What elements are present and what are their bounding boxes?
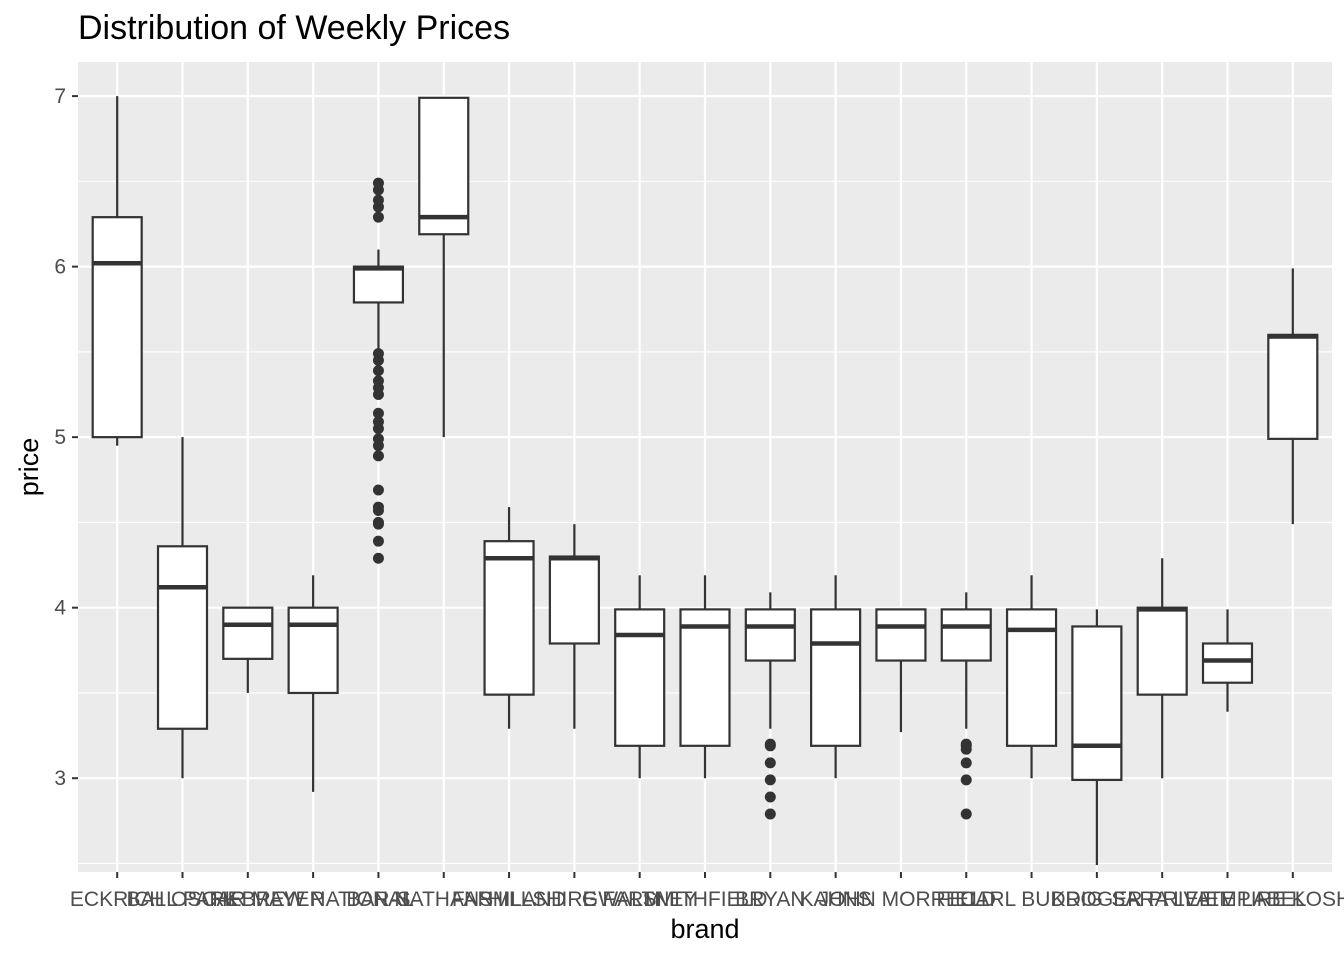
box-15 [1005, 575, 1058, 779]
y-tick-label: 7 [54, 85, 66, 108]
x-tick-label: OSCAR MAYER [171, 888, 325, 911]
outlier-point [372, 516, 384, 528]
y-axis-title: price [14, 438, 44, 497]
box-6 [418, 96, 470, 438]
outlier-point [960, 738, 972, 750]
box-8 [548, 524, 600, 729]
box-rect [418, 96, 470, 236]
outlier-point [764, 791, 776, 803]
box-rect [614, 608, 666, 747]
x-tick-label: HEBREW NATIONAL [212, 888, 413, 911]
box-rect [352, 265, 405, 304]
outlier-point [960, 757, 972, 769]
y-tick-label: 3 [54, 767, 66, 790]
outlier-point [764, 738, 776, 750]
box-10 [679, 575, 731, 779]
box-12 [810, 575, 862, 779]
box-18 [1201, 609, 1254, 712]
x-tick-label: FIELD [936, 888, 996, 911]
boxes [91, 96, 1319, 866]
outlier-point [372, 375, 384, 387]
outlier-point [372, 416, 384, 428]
x-tick-label: PRIVATE LABEL [1149, 888, 1307, 911]
y-tick-label: 6 [54, 256, 66, 279]
outlier-point [372, 501, 384, 513]
outlier-point [372, 365, 384, 377]
box-rect [222, 606, 274, 660]
box-3 [222, 606, 274, 693]
box-rect [1005, 608, 1058, 747]
outlier-point [372, 177, 384, 189]
y-axis: 3 4 5 6 7 [54, 85, 78, 790]
box-14 [940, 592, 992, 820]
x-tick-label: NATHANS [394, 888, 493, 911]
box-rect [1201, 642, 1254, 684]
box-rect [679, 608, 731, 747]
outlier-point [372, 348, 384, 360]
box-11 [744, 592, 796, 820]
box-rect [1136, 606, 1188, 696]
box-19 [1267, 268, 1319, 525]
box-1 [91, 96, 143, 446]
box-rect [156, 545, 209, 730]
outlier-point [764, 757, 776, 769]
x-tick-label: HILLSHIRE FARM [488, 888, 661, 911]
x-tick-label: BAR-S [346, 888, 410, 911]
x-tick-label: JOHN MORRELL [819, 888, 984, 911]
box-17 [1136, 558, 1188, 779]
box-13 [875, 608, 927, 733]
box-2 [156, 437, 209, 779]
x-tick-label: GWALTNEY [582, 888, 698, 911]
outlier-point [764, 808, 776, 820]
box-7 [483, 507, 535, 729]
box-rect [548, 555, 600, 645]
outlier-point [764, 774, 776, 786]
box-rect [91, 216, 143, 439]
outlier-point [372, 484, 384, 496]
x-tick-label: KROGER [1051, 888, 1142, 911]
x-tick-label: SMITHFIELD [643, 888, 768, 911]
box-rect [287, 606, 339, 695]
box-rect [1071, 625, 1123, 782]
outlier-point [960, 808, 972, 820]
x-tick-label: EMPIRE KOSHER [1205, 888, 1344, 911]
x-tick-label: CARL BUDDIG [960, 888, 1103, 911]
outlier-point [372, 552, 384, 564]
box-rect [810, 608, 862, 747]
box-rect [744, 608, 796, 662]
outlier-point [372, 407, 384, 419]
x-tick-label: ECKRICH [70, 888, 165, 911]
outlier-point [960, 774, 972, 786]
x-tick-label: BALL PARK [126, 888, 238, 911]
box-rect [483, 540, 535, 696]
box-rect [1267, 333, 1319, 440]
chart-title: Distribution of Weekly Prices [78, 9, 510, 47]
y-tick-label: 5 [54, 426, 66, 449]
box-9 [614, 575, 666, 779]
outlier-point [372, 211, 384, 223]
x-tick-label: SARA LEE [1111, 888, 1213, 911]
box-rect [940, 608, 992, 662]
box-rect [875, 608, 927, 662]
box-5 [352, 177, 405, 564]
box-16 [1071, 609, 1123, 866]
outlier-point [372, 535, 384, 547]
outlier-point [372, 450, 384, 462]
box-4 [287, 575, 339, 792]
outlier-point [372, 433, 384, 445]
x-tick-label: BRYAN [735, 888, 805, 911]
x-tick-label: FARMLAND [452, 888, 566, 911]
x-tick-label: KAHNS [799, 888, 871, 911]
outlier-point [372, 194, 384, 206]
x-axis-title: brand [670, 914, 739, 944]
y-tick-label: 4 [54, 597, 66, 620]
